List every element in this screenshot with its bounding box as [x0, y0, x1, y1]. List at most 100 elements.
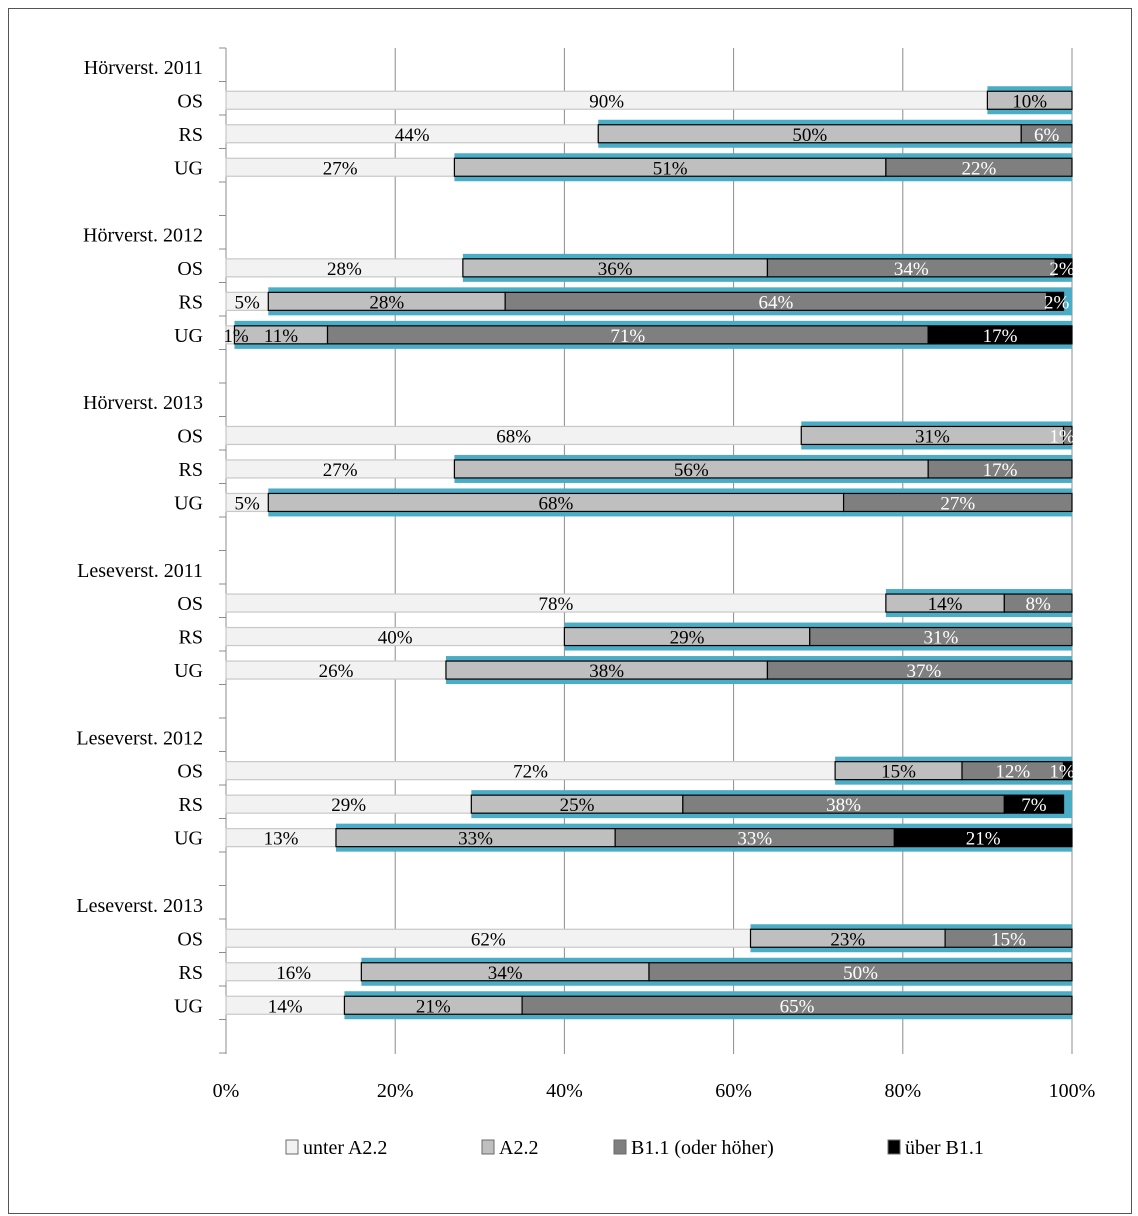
row-label: UG — [174, 828, 203, 850]
row-label: UG — [174, 492, 203, 514]
x-tick-label: 60% — [715, 1080, 752, 1102]
group-title: Hörverst. 2013 — [83, 392, 203, 414]
value-label: 50% — [792, 125, 827, 146]
row-label: OS — [177, 258, 203, 280]
value-label: 62% — [471, 929, 506, 950]
value-label: 34% — [894, 259, 929, 280]
group-title: Hörverst. 2011 — [84, 57, 203, 79]
value-label: 5% — [234, 292, 260, 313]
bar-segment — [944, 928, 1073, 948]
row-label: RS — [179, 794, 203, 816]
value-label: 8% — [1025, 594, 1051, 615]
bar-segment — [648, 962, 1073, 982]
value-label: 65% — [780, 996, 815, 1017]
value-label: 28% — [369, 292, 404, 313]
value-label: 68% — [496, 426, 531, 447]
value-label: 27% — [323, 460, 358, 481]
value-label: 12% — [995, 762, 1030, 783]
value-label: 16% — [276, 963, 311, 984]
value-label: 72% — [513, 762, 548, 783]
row-label: RS — [179, 459, 203, 481]
bar-segment — [521, 995, 1073, 1015]
x-tick-label: 20% — [377, 1080, 414, 1102]
value-label: 10% — [1012, 91, 1047, 112]
value-label: 2% — [1044, 292, 1070, 313]
value-label: 13% — [264, 829, 299, 850]
bar-segment — [1054, 258, 1073, 278]
bar-segment — [1020, 124, 1073, 144]
value-label: 14% — [928, 594, 963, 615]
bar-segment — [1003, 794, 1065, 814]
value-label: 31% — [923, 628, 958, 649]
value-label: 51% — [653, 158, 688, 179]
value-label: 38% — [826, 795, 861, 816]
value-label: 15% — [881, 762, 916, 783]
value-label: 40% — [378, 628, 413, 649]
legend-label: B1.1 (oder höher) — [631, 1137, 774, 1159]
value-label: 23% — [830, 929, 865, 950]
row-label: UG — [174, 157, 203, 179]
value-label: 21% — [966, 829, 1001, 850]
value-label: 29% — [331, 795, 366, 816]
bar-segment — [766, 660, 1073, 680]
group-title: Leseverst. 2011 — [77, 560, 203, 582]
bar-segment — [842, 492, 1073, 513]
legend-label: unter A2.2 — [303, 1137, 387, 1159]
legend-swatch — [481, 1139, 495, 1155]
value-label: 15% — [991, 929, 1026, 950]
value-label: 50% — [843, 963, 878, 984]
value-label: 34% — [488, 963, 523, 984]
x-tick-label: 0% — [213, 1080, 240, 1102]
row-label: OS — [177, 761, 203, 783]
value-label: 17% — [983, 460, 1018, 481]
value-label: 33% — [737, 829, 772, 850]
legend-swatch — [887, 1139, 901, 1155]
row-label: RS — [179, 124, 203, 146]
row-label: RS — [179, 962, 203, 984]
row-label: UG — [174, 660, 203, 682]
value-label: 22% — [962, 158, 997, 179]
value-label: 1% — [1049, 762, 1075, 783]
bar-segment — [927, 325, 1073, 345]
value-label: 64% — [758, 292, 793, 313]
x-tick-label: 40% — [546, 1080, 583, 1102]
value-label: 33% — [458, 829, 493, 850]
value-label: 26% — [319, 661, 354, 682]
bar-segment — [986, 90, 1073, 110]
group-title: Leseverst. 2013 — [76, 895, 203, 917]
value-label: 29% — [670, 628, 705, 649]
row-label: UG — [174, 325, 203, 347]
value-label: 2% — [1049, 259, 1075, 280]
value-label: 37% — [907, 661, 942, 682]
bar-segment — [1062, 761, 1073, 781]
bar-segment — [1046, 291, 1065, 311]
row-label: OS — [177, 928, 203, 950]
row-label: RS — [179, 291, 203, 313]
value-label: 14% — [268, 996, 303, 1017]
value-label: 25% — [560, 795, 595, 816]
value-label: 44% — [395, 125, 430, 146]
group-title: Hörverst. 2012 — [83, 225, 203, 247]
value-label: 36% — [598, 259, 633, 280]
chart-frame — [8, 8, 1132, 1214]
value-label: 78% — [539, 594, 574, 615]
value-label: 31% — [915, 426, 950, 447]
bar-segment — [927, 459, 1073, 479]
row-label: OS — [177, 90, 203, 112]
row-label: UG — [174, 995, 203, 1017]
legend-label: A2.2 — [499, 1137, 538, 1159]
group-title: Leseverst. 2012 — [76, 727, 203, 749]
row-label: OS — [177, 425, 203, 447]
x-tick-label: 100% — [1049, 1080, 1096, 1102]
legend-label: über B1.1 — [905, 1137, 984, 1159]
value-label: 5% — [234, 493, 260, 514]
row-label: OS — [177, 593, 203, 615]
bar-segment — [1062, 425, 1073, 446]
value-label: 27% — [940, 493, 975, 514]
value-label: 27% — [323, 158, 358, 179]
bar-segment — [1003, 593, 1073, 613]
bar-segment — [809, 626, 1073, 647]
value-label: 7% — [1021, 795, 1047, 816]
row-label: RS — [179, 627, 203, 649]
